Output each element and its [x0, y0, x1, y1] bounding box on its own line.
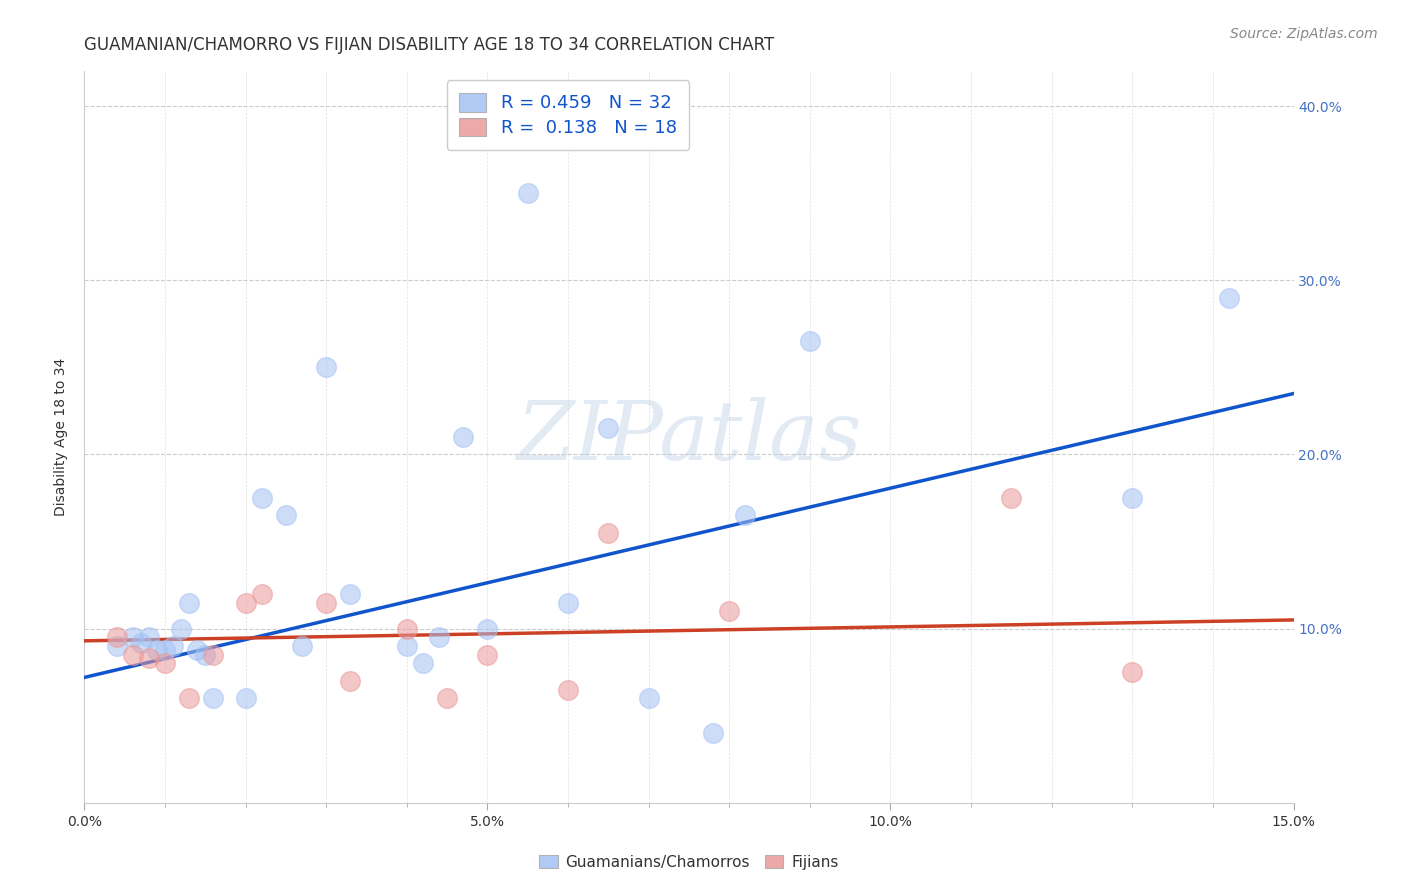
Point	[170, 622, 193, 636]
Point	[138, 651, 160, 665]
Point	[436, 691, 458, 706]
Text: Source: ZipAtlas.com: Source: ZipAtlas.com	[1230, 27, 1378, 41]
Point	[598, 421, 620, 435]
Point	[235, 691, 257, 706]
Point	[186, 642, 208, 657]
Point	[250, 491, 273, 505]
Point	[477, 648, 499, 662]
Point	[105, 631, 128, 645]
Point	[734, 508, 756, 523]
Point	[146, 642, 169, 657]
Point	[598, 525, 620, 540]
Point	[105, 639, 128, 653]
Point	[121, 631, 143, 645]
Point	[315, 360, 337, 375]
Point	[153, 657, 176, 671]
Point	[250, 587, 273, 601]
Point	[162, 639, 184, 653]
Point	[138, 631, 160, 645]
Point	[1000, 491, 1022, 505]
Point	[516, 186, 538, 201]
Point	[702, 726, 724, 740]
Point	[637, 691, 659, 706]
Point	[451, 430, 474, 444]
Text: GUAMANIAN/CHAMORRO VS FIJIAN DISABILITY AGE 18 TO 34 CORRELATION CHART: GUAMANIAN/CHAMORRO VS FIJIAN DISABILITY …	[84, 36, 775, 54]
Point	[315, 595, 337, 609]
Point	[121, 648, 143, 662]
Point	[1121, 665, 1143, 680]
Y-axis label: Disability Age 18 to 34: Disability Age 18 to 34	[55, 358, 69, 516]
Point	[395, 622, 418, 636]
Point	[274, 508, 297, 523]
Point	[179, 691, 201, 706]
Point	[235, 595, 257, 609]
Point	[291, 639, 314, 653]
Point	[339, 587, 361, 601]
Text: ZIPatlas: ZIPatlas	[516, 397, 862, 477]
Point	[194, 648, 217, 662]
Point	[153, 642, 176, 657]
Point	[799, 334, 821, 349]
Point	[129, 635, 152, 649]
Point	[557, 595, 579, 609]
Legend: Guamanians/Chamorros, Fijians: Guamanians/Chamorros, Fijians	[533, 848, 845, 876]
Point	[427, 631, 450, 645]
Point	[557, 682, 579, 697]
Point	[339, 673, 361, 688]
Point	[477, 622, 499, 636]
Point	[202, 691, 225, 706]
Point	[395, 639, 418, 653]
Point	[179, 595, 201, 609]
Point	[412, 657, 434, 671]
Point	[718, 604, 741, 618]
Point	[1121, 491, 1143, 505]
Point	[202, 648, 225, 662]
Point	[1218, 291, 1240, 305]
